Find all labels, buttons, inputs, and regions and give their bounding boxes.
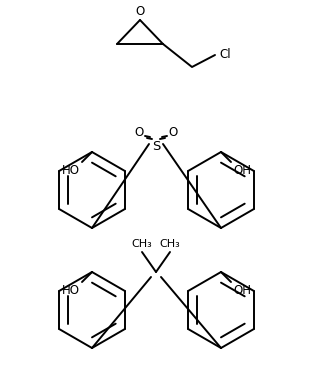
Text: O: O (136, 5, 145, 18)
Text: OH: OH (233, 164, 251, 177)
Text: CH₃: CH₃ (132, 239, 152, 249)
Text: O: O (134, 125, 144, 138)
Text: CH₃: CH₃ (160, 239, 180, 249)
Text: S: S (152, 140, 160, 153)
Text: HO: HO (62, 284, 80, 297)
Text: HO: HO (62, 164, 80, 177)
Text: O: O (168, 125, 177, 138)
Text: OH: OH (233, 284, 251, 297)
Text: Cl: Cl (219, 47, 231, 60)
